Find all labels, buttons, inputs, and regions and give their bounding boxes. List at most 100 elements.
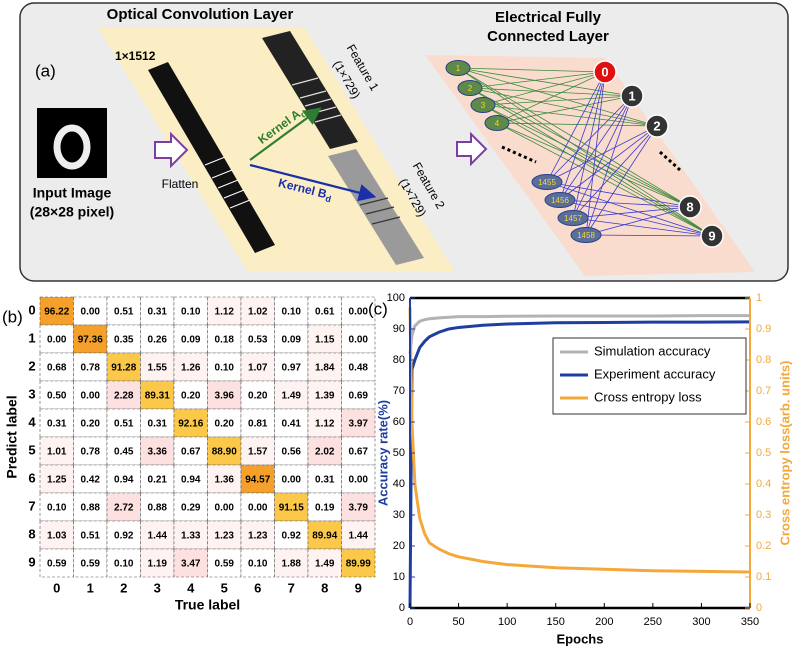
cell	[173, 296, 208, 326]
flatten-arrow	[154, 131, 189, 169]
connection	[457, 67, 658, 127]
legend-label: Simulation accuracy	[594, 343, 711, 358]
strip-label: 1×1512	[115, 49, 156, 63]
cell-label: 0.53	[248, 335, 268, 346]
cell	[307, 548, 342, 578]
cell	[173, 548, 208, 578]
cell-label: 0.10	[181, 307, 201, 318]
cell-label: 2.28	[114, 391, 134, 402]
cell	[341, 352, 376, 382]
cell-label: 0.59	[47, 559, 67, 570]
ellipsis-dots	[501, 145, 682, 172]
cell	[307, 296, 342, 326]
connection	[585, 234, 713, 237]
input-node-label: 3	[481, 101, 486, 110]
panel-label: (b)	[2, 307, 23, 326]
strip-lines	[204, 156, 251, 209]
cell-label: 0.00	[215, 503, 235, 514]
cell	[240, 296, 275, 326]
cell-label: 0.94	[181, 475, 201, 486]
cell-label: 1.19	[148, 559, 168, 570]
cell-label: 1.25	[47, 475, 67, 486]
cell	[240, 324, 275, 354]
x-tick-label: 150	[547, 616, 565, 628]
cell	[39, 520, 74, 550]
cell	[240, 520, 275, 550]
x-tick-label: 50	[452, 616, 464, 628]
cell-label: 0.42	[81, 475, 101, 486]
cell-label: 0.00	[47, 335, 67, 346]
cell-label: 3.97	[349, 419, 369, 430]
kernel-b-arrow	[249, 163, 377, 202]
electrical-title: Connected Layer	[487, 28, 609, 45]
series-line	[408, 307, 751, 574]
cell	[240, 352, 275, 382]
cell	[106, 520, 141, 550]
y-tick-label: 40	[393, 478, 405, 490]
cell-label: 1.84	[315, 363, 335, 374]
cell	[341, 492, 376, 522]
cell	[140, 380, 175, 410]
cell	[140, 520, 175, 550]
input-node-label: 2	[468, 84, 473, 93]
connection	[572, 95, 633, 219]
x-tick-label: 5	[221, 580, 228, 595]
x-tick-label: 300	[692, 616, 710, 628]
input-label: Input Image	[33, 185, 112, 201]
connection	[496, 122, 691, 208]
cell-label: 89.94	[312, 531, 337, 542]
cell-label: 0.81	[248, 419, 268, 430]
cell	[341, 520, 376, 550]
cell	[240, 464, 275, 494]
connection	[482, 104, 658, 127]
cell-label: 0.20	[248, 391, 268, 402]
x-tick-label: 3	[154, 580, 161, 595]
cell	[73, 464, 108, 494]
y2-tick-label: 1	[756, 292, 762, 304]
y-tick-label: 0	[399, 602, 405, 614]
cell-label: 1.23	[215, 531, 235, 542]
cell	[341, 380, 376, 410]
cell-label: 0.88	[148, 503, 168, 514]
cell-label: 96.22	[44, 307, 69, 318]
cell-label: 0.69	[349, 391, 369, 402]
cell	[341, 324, 376, 354]
cell	[140, 296, 175, 326]
y-tick-label: 7	[28, 498, 35, 513]
cell	[274, 464, 309, 494]
cell-label: 0.00	[349, 475, 369, 486]
x-tick-label: 4	[187, 580, 195, 595]
cell-label: 0.09	[181, 335, 201, 346]
cell-label: 1.33	[181, 531, 201, 542]
cell-label: 0.00	[282, 475, 302, 486]
cell-label: 0.31	[148, 419, 168, 430]
connection	[469, 71, 606, 89]
cell-label: 1.23	[248, 531, 268, 542]
cell-label: 0.68	[47, 363, 67, 374]
y-tick-label: 50	[393, 447, 405, 459]
cell-label: 89.31	[145, 391, 170, 402]
series-line	[408, 314, 750, 354]
cell	[307, 352, 342, 382]
cell-label: 1.88	[282, 559, 302, 570]
connection	[496, 95, 633, 124]
y-tick-label: 60	[393, 416, 405, 428]
cell-label: 0.26	[148, 335, 168, 346]
y-tick-label: 3	[28, 386, 35, 401]
x-tick-label: 2	[120, 580, 127, 595]
input-node-label: 1	[456, 64, 461, 73]
cell-label: 0.67	[349, 447, 369, 458]
cell	[274, 408, 309, 438]
kernel-b-sub: d	[324, 194, 332, 205]
cell-label: 0.56	[282, 447, 302, 458]
kernel-a-arrow	[249, 107, 322, 161]
x-tick-label: 9	[355, 580, 362, 595]
cell-label: 1.02	[248, 307, 268, 318]
x-tick-label: 0	[53, 580, 60, 595]
y-tick-label: 30	[393, 509, 405, 521]
connection	[469, 87, 713, 237]
connection	[457, 67, 606, 73]
cell	[39, 296, 74, 326]
cell	[39, 492, 74, 522]
y-tick-label: 4	[28, 414, 36, 429]
